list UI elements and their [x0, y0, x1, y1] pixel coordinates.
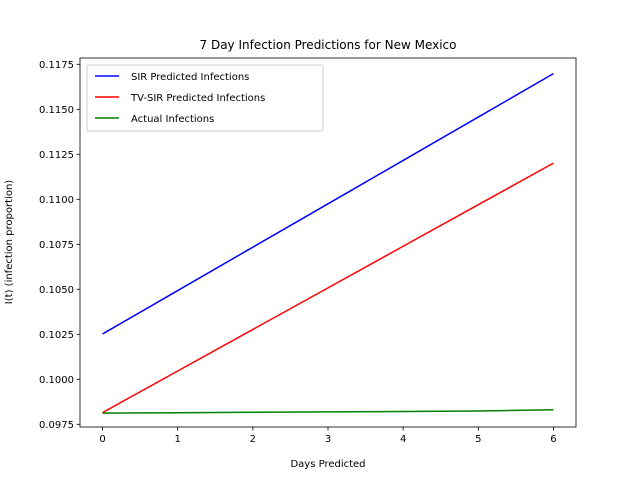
legend-label-0: SIR Predicted Infections: [131, 72, 249, 83]
x-tick-label-0: 0: [99, 434, 105, 445]
y-tick-label-2: 0.1025: [39, 330, 74, 341]
series-line-2: [102, 408, 554, 414]
series-line-0: [102, 73, 554, 335]
x-tick-label-1: 1: [175, 434, 181, 445]
legend-label-2: Actual Infections: [131, 114, 214, 125]
y-tick-label-4: 0.1075: [39, 240, 74, 251]
legend-label-1: TV-SIR Predicted Infections: [130, 93, 265, 104]
x-tick-label-6: 6: [550, 434, 556, 445]
plot-area: [102, 73, 554, 414]
series-line-1: [102, 162, 554, 414]
x-tick-label-2: 2: [250, 434, 256, 445]
legend-box: [86, 64, 324, 132]
y-tick-label-8: 0.1175: [39, 60, 74, 71]
y-tick-label-5: 0.1100: [39, 195, 74, 206]
y-axis-label: I(t) (infection proportion): [4, 180, 15, 304]
y-tick-label-1: 0.1000: [39, 375, 74, 386]
y-tick-label-6: 0.1125: [39, 150, 74, 161]
chart-title: 7 Day Infection Predictions for New Mexi…: [200, 38, 457, 52]
y-tick-label-7: 0.1150: [39, 105, 74, 116]
x-tick-label-4: 4: [400, 434, 406, 445]
x-tick-label-5: 5: [475, 434, 481, 445]
y-tick-label-0: 0.0975: [39, 420, 74, 431]
y-tick-label-3: 0.1050: [39, 285, 74, 296]
x-axis-label: Days Predicted: [290, 459, 365, 470]
x-tick-label-3: 3: [325, 434, 331, 445]
axes: 0 1 2 3 4 5 6 0.0975 0.1000 0.1025 0.1050 0.1075 0.1…: [39, 57, 577, 445]
legend: SIR Predicted Infections TV-SIR Predicted…: [86, 64, 324, 132]
